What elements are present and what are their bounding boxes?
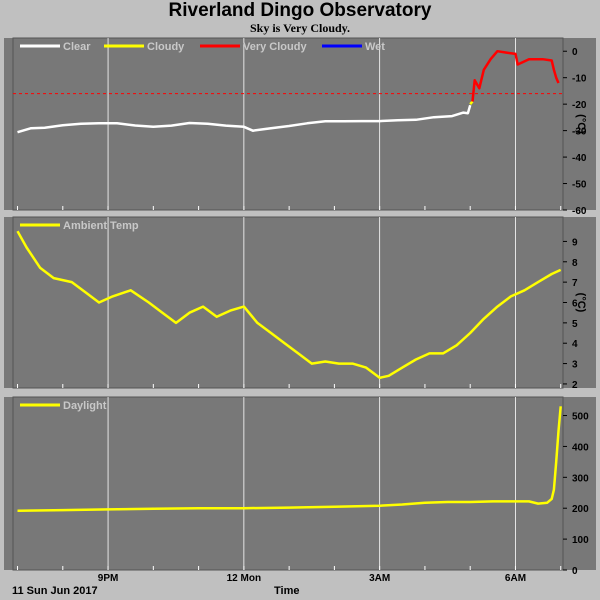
y-tick-label: 100 [572,535,589,546]
y-tick-label: 2 [572,380,578,391]
series-line-daylight [17,406,562,512]
y-tick-label: 4 [572,339,578,350]
y-tick-label: -20 [572,100,587,111]
y-tick-label: -10 [572,74,587,85]
legend-label: Wet [365,41,385,53]
y-tick-label: 200 [572,504,589,515]
x-axis-label: Time [274,585,300,597]
plot-frame-daylight [12,396,564,571]
y-tick-label: 9 [572,237,578,248]
y-tick-label: 6 [572,299,578,310]
legend-label: Ambient Temp [63,220,139,232]
panel-daylight [4,397,596,570]
y-axis-unit: (°C) [575,293,587,313]
y-tick-label: 0 [572,47,578,58]
y-tick-label: -40 [572,153,587,164]
y-tick-label: 8 [572,258,578,269]
y-axis-unit: (°C) [575,114,587,134]
series-line-ambient-temp [16,230,562,380]
series-line-very-cloudy [471,49,560,102]
y-tick-label: 3 [572,360,578,371]
legend-label: Cloudy [147,41,185,53]
series-line-clear [17,104,472,134]
y-tick-label: 300 [572,473,589,484]
y-tick-label: 500 [572,412,589,423]
legend-label: Daylight [63,400,107,412]
legend-label: Clear [63,41,91,53]
x-tick-label: 12 Mon [227,573,261,584]
y-tick-label: -60 [572,206,587,217]
y-tick-label: -50 [572,180,587,191]
plot-frame-sky [12,37,564,211]
y-tick-label: -30 [572,127,587,138]
x-tick-label: 3AM [369,573,390,584]
legend-label: Very Cloudy [243,41,307,53]
sky-status: Sky is Very Cloudy. [249,21,351,35]
series-line-cloudy [469,100,474,106]
y-tick-label: 5 [572,319,578,330]
x-tick-label: 9PM [98,573,119,584]
panel-ambient [4,217,596,388]
y-tick-label: 0 [572,566,578,577]
y-tick-label: 7 [572,278,578,289]
x-tick-label: 6AM [505,573,526,584]
page-title: Riverland Dingo Observatory [168,0,432,21]
date-label: 11 Sun Jun 2017 [12,585,98,597]
y-tick-label: 400 [572,442,589,453]
